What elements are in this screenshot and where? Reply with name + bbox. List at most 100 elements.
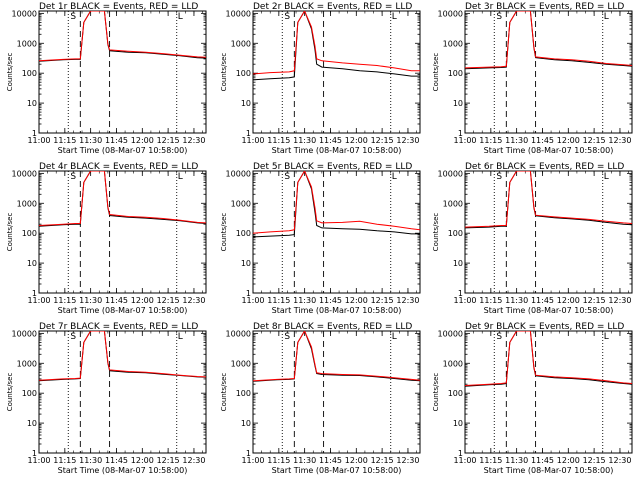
x-tick-label: 11:45 [105,456,128,465]
y-tick-label: 10000 [12,9,37,18]
y-tick-label: 1000 [231,199,251,208]
x-tick-label: 11:00 [27,456,50,465]
y-tick-label: 100 [236,389,251,398]
y-tick-label: 10000 [438,9,463,18]
x-tick-label: 12:00 [131,296,154,305]
x-axis-label: Start Time (08-Mar-07 10:58:00) [272,306,402,315]
panel-title: Det 6r BLACK = Events, RED = LLD [465,162,624,172]
y-tick-label: 1 [458,289,463,298]
plot-frame [464,170,633,294]
legend-marker-s: S [284,332,290,342]
detector-panel-2: Det 2r BLACK = Events, RED = LLD 1 10 100 10… [220,2,421,155]
x-tick-label: 12:30 [608,296,631,305]
panel-title: Det 4r BLACK = Events, RED = LLD [39,162,198,172]
detector-panel-8: Det 8r BLACK = Events, RED = LLD 1 10 100 10… [220,322,421,475]
y-axis-label: Counts/sec [432,53,440,92]
x-tick-label: 11:15 [267,456,290,465]
x-tick-label: 11:15 [53,456,76,465]
panel-title: Det 3r BLACK = Events, RED = LLD [465,2,624,12]
y-tick-label: 1 [458,129,463,138]
x-axis-label: Start Time (08-Mar-07 10:58:00) [484,146,614,155]
x-tick-label: 11:30 [505,136,528,145]
y-tick-label: 10000 [226,169,251,178]
y-tick-label: 10000 [438,169,463,178]
y-tick-label: 10 [453,419,463,428]
y-tick-label: 10 [453,259,463,268]
x-tick-label: 11:15 [479,456,502,465]
panel-title: Det 2r BLACK = Events, RED = LLD [253,2,412,12]
x-tick-label: 12:30 [182,456,205,465]
y-tick-label: 1 [32,289,37,298]
plot-frame [38,330,207,454]
lld-series-line [465,171,632,228]
x-tick-label: 11:00 [27,296,50,305]
x-tick-label: 11:15 [53,136,76,145]
y-tick-label: 1 [246,289,251,298]
y-axis-label: Counts/sec [6,53,14,92]
x-axis-label: Start Time (08-Mar-07 10:58:00) [484,306,614,315]
lld-series-line [465,331,632,386]
events-series-line [253,171,420,238]
y-tick-label: 1 [458,449,463,458]
y-tick-label: 100 [22,69,37,78]
x-tick-label: 11:15 [479,296,502,305]
events-series-line [253,11,420,81]
plot-frame [464,330,633,454]
x-tick-label: 12:30 [182,296,205,305]
plot-frame [464,10,633,134]
y-tick-label: 10 [27,259,37,268]
lld-series-line [253,11,420,75]
x-tick-label: 12:15 [371,136,394,145]
detector-panel-9: Det 9r BLACK = Events, RED = LLD 1 10 100 10… [432,322,633,475]
y-axis-label: Counts/sec [220,53,228,92]
x-tick-label: 11:15 [53,296,76,305]
detector-panel-1: Det 1r BLACK = Events, RED = LLD 1 10 100 10… [6,2,207,155]
x-tick-label: 12:15 [371,456,394,465]
x-tick-label: 11:30 [505,296,528,305]
x-tick-label: 11:00 [241,136,264,145]
x-tick-label: 12:15 [157,296,180,305]
y-tick-label: 100 [448,69,463,78]
y-tick-label: 10000 [226,9,251,18]
legend-marker-l: L [604,12,609,22]
x-tick-label: 12:30 [396,456,419,465]
y-tick-label: 100 [448,229,463,238]
lld-series-line [39,11,206,62]
x-tick-label: 12:00 [131,456,154,465]
x-tick-label: 12:15 [157,456,180,465]
x-axis-label: Start Time (08-Mar-07 10:58:00) [58,466,188,475]
x-tick-label: 12:30 [182,136,205,145]
x-tick-label: 11:00 [453,136,476,145]
x-tick-label: 11:45 [319,456,342,465]
legend-marker-l: L [392,12,397,22]
x-tick-label: 12:30 [608,136,631,145]
x-tick-label: 11:45 [531,136,554,145]
x-tick-label: 12:30 [608,456,631,465]
x-axis-label: Start Time (08-Mar-07 10:58:00) [484,466,614,475]
x-tick-label: 11:45 [319,296,342,305]
legend-marker-s: S [284,172,290,182]
detector-panel-7: Det 7r BLACK = Events, RED = LLD 1 10 100 10… [6,322,207,475]
detector-panel-3: Det 3r BLACK = Events, RED = LLD 1 10 100 10… [432,2,633,155]
x-tick-label: 12:00 [345,136,368,145]
legend-marker-l: L [178,332,183,342]
y-tick-label: 10 [27,419,37,428]
x-tick-label: 11:30 [293,296,316,305]
plot-frame [38,170,207,294]
y-tick-label: 1 [32,449,37,458]
x-tick-label: 11:00 [453,456,476,465]
y-tick-label: 10 [241,99,251,108]
x-tick-label: 11:30 [293,136,316,145]
x-tick-label: 11:45 [531,296,554,305]
x-tick-label: 11:15 [267,136,290,145]
legend-marker-l: L [392,332,397,342]
x-tick-label: 11:30 [293,456,316,465]
x-tick-label: 12:15 [583,136,606,145]
legend-marker-l: L [392,172,397,182]
y-tick-label: 1000 [17,199,37,208]
x-tick-label: 11:30 [79,296,102,305]
y-axis-label: Counts/sec [220,373,228,412]
legend-marker-l: L [178,12,183,22]
